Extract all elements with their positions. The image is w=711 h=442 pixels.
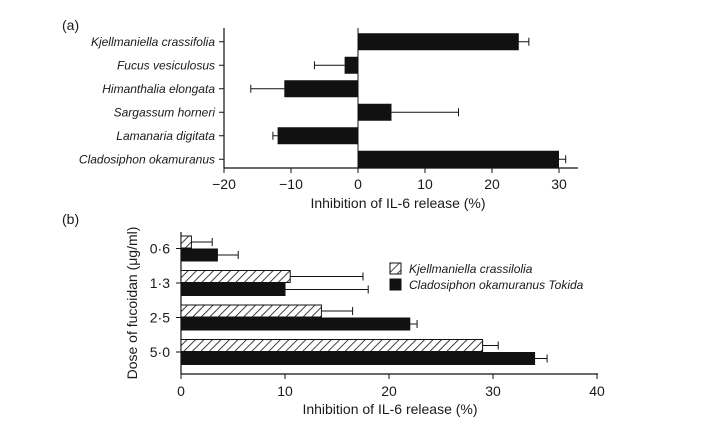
panel-a-label: (a) (62, 17, 79, 33)
x-tick-label-a-5: 30 (551, 176, 567, 192)
category-label-a-0: Kjellmaniella crassifolia (91, 35, 215, 49)
bar-b-1-series-1 (180, 283, 286, 296)
bar-b-0-series-0 (180, 235, 192, 249)
panel-a-chart: (a) −20 −10 0 10 20 30 Kjellmaniella crassifo… (62, 17, 578, 211)
legend-label-series-2: Cladosiphon okamuranus Tokida (409, 278, 584, 292)
bar-b-2-series-0 (180, 304, 322, 318)
bar-b-1-series-0 (180, 270, 291, 283)
bar-b-0-series-1 (180, 248, 218, 262)
bar-a-0 (358, 33, 519, 51)
bar-b-3-series-1 (180, 352, 536, 365)
panel-a-bars (277, 33, 559, 168)
bar-a-2 (284, 80, 358, 98)
dose-label-2: 2·5 (150, 310, 170, 326)
panel-b-legend: Kjellmaniella crassilolia Cladosiphon ok… (389, 262, 584, 292)
x-tick-label-a-4: 20 (484, 176, 500, 192)
panel-a-x-axis-title: Inhibition of IL-6 release (%) (310, 195, 485, 211)
dose-label-0: 0·6 (150, 241, 170, 257)
x-tick-label-a-0: −20 (212, 176, 236, 192)
panel-b-y-axis-title: Dose of fucoidan (μg/ml) (124, 227, 140, 380)
dose-label-3: 5·0 (150, 344, 170, 360)
panel-b-error-bars (191, 238, 548, 363)
x-tick-label-b-3: 30 (485, 383, 501, 399)
category-label-a-1: Fucus vesiculosus (117, 58, 215, 72)
bar-a-4 (277, 127, 358, 145)
x-tick-label-b-0: 0 (177, 383, 185, 399)
bar-a-3 (358, 103, 392, 121)
dose-label-1: 1·3 (150, 275, 170, 291)
panel-b-chart: (b) 0 10 20 30 40 0·6 1·3 2·5 5·0 Inhibition of… (62, 211, 605, 417)
category-label-a-4: Lamanaria digitata (116, 129, 215, 143)
bar-a-5 (358, 150, 559, 168)
panel-a-error-bars (250, 37, 567, 164)
panel-b-x-ticks: 0 10 20 30 40 (177, 374, 605, 399)
panel-b-label: (b) (62, 211, 79, 227)
x-tick-label-b-1: 10 (277, 383, 293, 399)
bar-a-1 (344, 56, 358, 74)
x-tick-label-a-1: −10 (279, 176, 303, 192)
category-label-a-5: Cladosiphon okamuranus (79, 152, 215, 166)
panel-a-category-labels: Kjellmaniella crassifolia Fucus vesiculos… (79, 35, 224, 166)
x-tick-label-a-3: 10 (417, 176, 433, 192)
bar-b-2-series-1 (180, 317, 411, 331)
category-label-a-3: Sargassum horneri (114, 105, 216, 119)
x-tick-label-b-2: 20 (381, 383, 397, 399)
category-label-a-2: Himanthalia elongata (102, 82, 215, 96)
panel-b-dose-labels: 0·6 1·3 2·5 5·0 (150, 241, 181, 360)
x-tick-label-a-2: 0 (354, 176, 362, 192)
bar-b-3-series-0 (180, 339, 484, 352)
legend-label-series-1: Kjellmaniella crassilolia (409, 262, 533, 276)
panel-b-x-axis-title: Inhibition of IL-6 release (%) (302, 401, 477, 417)
x-tick-label-b-4: 40 (589, 383, 605, 399)
legend-swatch-solid (389, 278, 402, 291)
legend-swatch-hatched (389, 262, 402, 275)
panel-a-x-ticks: −20 −10 0 10 20 30 (212, 168, 567, 192)
